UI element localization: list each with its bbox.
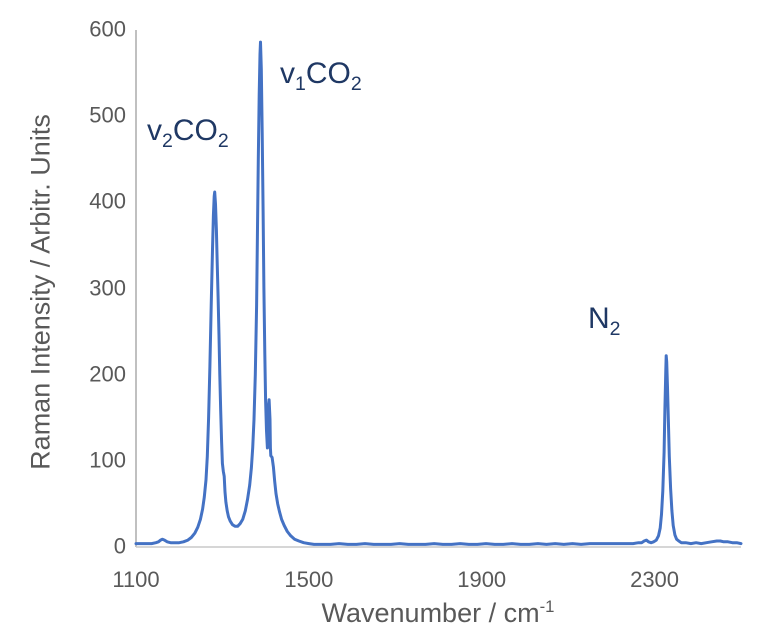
x-tick-label: 2300 [630, 567, 680, 592]
peak-annotation-v2co2: v2CO2 [147, 114, 229, 152]
y-tick-label: 100 [89, 447, 126, 473]
x-axis-title: Wavenumber / cm-1 [322, 597, 555, 629]
peak-annotation-n2: N2 [588, 302, 621, 340]
x-tick-label: 1100 [112, 567, 160, 592]
y-tick-label: 0 [113, 533, 126, 559]
y-tick-label: 300 [89, 274, 126, 300]
y-tick-label: 400 [89, 188, 126, 214]
x-tick-label: 1500 [284, 567, 334, 592]
peak-annotation-v1co2: v1CO2 [280, 57, 362, 95]
y-tick-label: 600 [89, 16, 126, 42]
x-tick-label: 1900 [457, 567, 507, 592]
spectrum-line [134, 40, 743, 546]
y-tick-label: 500 [89, 102, 126, 128]
x-axis-title-exponent: -1 [539, 597, 555, 616]
y-tick-label: 200 [89, 361, 126, 387]
x-axis-title-text: Wavenumber / cm [321, 598, 540, 628]
